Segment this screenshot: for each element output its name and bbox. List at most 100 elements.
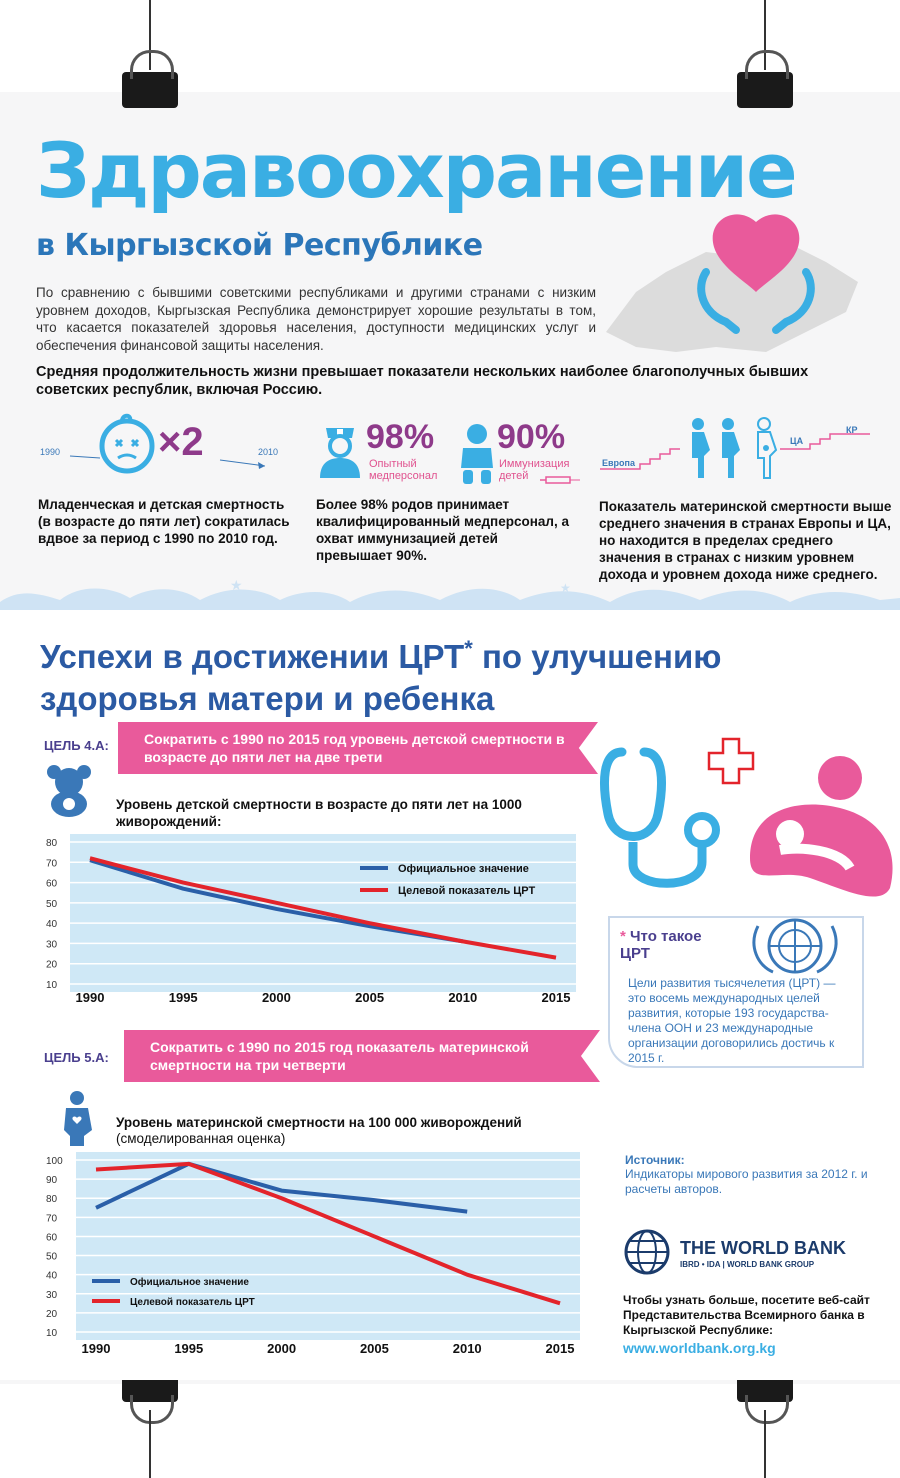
- y-tick-label: 80: [46, 1194, 58, 1205]
- visit-website-text: Чтобы узнать больше, посетите веб-сайт П…: [623, 1293, 870, 1337]
- series-line-target: [95, 1161, 561, 1306]
- section2-heading-part1: Успехи в достижении ЦРТ: [40, 638, 465, 675]
- immunization-label: Иммунизация детей: [499, 458, 570, 482]
- year-start-label: 1990: [40, 447, 61, 457]
- y-tick-label: 100: [46, 1156, 63, 1167]
- legend-label: Целевой показатель ЦРТ: [398, 885, 536, 897]
- mdg-question-text: Что такое ЦРТ: [620, 928, 702, 962]
- pregnant-women-icon: [692, 417, 778, 479]
- x-tick-label: 2015: [546, 1341, 575, 1356]
- maternal-caption: Показатель материнской смертности выше с…: [599, 499, 892, 582]
- svg-text:★: ★: [230, 580, 243, 594]
- x-tick-label: 2005: [355, 990, 384, 1005]
- y-tick-label: 40: [46, 919, 58, 930]
- x-tick-label: 2010: [453, 1341, 482, 1356]
- teddy-bear-icon: [47, 765, 91, 817]
- page-subtitle: в Кыргызской Республике: [36, 228, 483, 263]
- goal5-tag: ЦЕЛЬ 5.А:: [44, 1050, 109, 1065]
- legend-label: Целевой показатель ЦРТ: [130, 1297, 255, 1308]
- kr-label: КР: [846, 425, 858, 435]
- births-caption: Более 98% родов принимает квалифицирован…: [316, 497, 569, 563]
- page-title: Здравоохранение: [36, 126, 798, 215]
- x-tick-label: 1990: [82, 1341, 111, 1356]
- goal4-tag: ЦЕЛЬ 4.А:: [44, 738, 109, 753]
- pregnant-woman-icon: [64, 1091, 92, 1146]
- x-tick-label: 2000: [262, 990, 291, 1005]
- medical-cross-icon: [707, 737, 755, 785]
- y-tick-label: 50: [46, 1252, 58, 1263]
- x-tick-label: 2015: [542, 990, 571, 1005]
- europe-label: Европа: [602, 458, 635, 468]
- y-tick-label: 90: [46, 1175, 58, 1186]
- y-tick-label: 60: [46, 879, 58, 890]
- y-tick-label: 30: [46, 939, 58, 950]
- legend-label: Официальное значение: [130, 1276, 249, 1288]
- x-tick-label: 1995: [174, 1341, 203, 1356]
- stethoscope-icon: [600, 747, 720, 888]
- section2-heading: Успехи в достижении ЦРТ* по улучшению зд…: [40, 628, 880, 720]
- source-heading: Источник:: [625, 1153, 685, 1167]
- mdg-description: Цели развития тысячелетия (ЦРТ) — это во…: [628, 976, 836, 1065]
- series-line-official: [95, 1161, 468, 1214]
- chart-plot-area: [76, 1152, 580, 1340]
- x-tick-label: 1995: [169, 990, 198, 1005]
- mother-child-icon: [750, 756, 893, 897]
- hanging-string-left: [149, 0, 151, 70]
- hanging-string-bottom-left: [149, 1410, 151, 1478]
- syringe-icon: [540, 476, 580, 484]
- y-tick-label: 30: [46, 1290, 58, 1301]
- un-emblem-icon: [752, 918, 838, 974]
- staff-label: Опытный медперсонал: [369, 458, 438, 482]
- staff-percent: 98%: [366, 418, 435, 456]
- immunization-percent: 90%: [497, 418, 566, 456]
- hanging-string-right: [764, 0, 766, 70]
- child-multiplier: ×2: [158, 420, 204, 464]
- x-tick-label: 2005: [360, 1341, 389, 1356]
- chart1-title: Уровень детской смертности в возрасте до…: [116, 797, 522, 829]
- world-bank-subtitle: IBRD • IDA | WORLD BANK GROUP: [680, 1260, 815, 1269]
- world-bank-logo-icon: [624, 1229, 670, 1275]
- binder-clip-top-left: [122, 50, 178, 108]
- world-bank-name: THE WORLD BANK: [680, 1238, 846, 1258]
- y-tick-label: 80: [46, 838, 58, 849]
- x-tick-label: 1990: [76, 990, 105, 1005]
- nurse-icon: [320, 428, 360, 478]
- child-mortality-caption: Младенческая и детская смертность (в воз…: [38, 497, 290, 546]
- y-tick-label: 10: [46, 980, 58, 991]
- sad-baby-icon: [99, 413, 155, 474]
- ca-label: ЦА: [790, 436, 804, 446]
- heart-hands-icon: [606, 214, 858, 352]
- y-tick-label: 70: [46, 1213, 58, 1224]
- baby-icon: [461, 424, 493, 484]
- series-line-target: [89, 856, 557, 960]
- goal5-banner: Сократить с 1990 по 2015 год показатель …: [124, 1030, 600, 1082]
- mdg-question: * Что такое ЦРТ: [620, 928, 720, 962]
- mdg-asterisk: *: [620, 928, 626, 945]
- year-end-label: 2010: [258, 447, 279, 457]
- trend-arrow-icon: [69, 455, 266, 469]
- legend-label: Официальное значение: [398, 863, 529, 875]
- y-tick-label: 20: [46, 1309, 58, 1320]
- intro-paragraph: По сравнению с бывшими советскими респуб…: [36, 285, 596, 353]
- section2-heading-part2: по улучшению здоровья матери и ребенка: [40, 638, 722, 717]
- chart2-title: Уровень материнской смертности на 100 00…: [116, 1115, 522, 1130]
- goal4-banner: Сократить с 1990 по 2015 год уровень дет…: [118, 722, 598, 774]
- source-text: Индикаторы мирового развития за 2012 г. …: [625, 1167, 868, 1196]
- hanging-string-bottom-right: [764, 1410, 766, 1478]
- binder-clip-top-right: [737, 50, 793, 108]
- website-link[interactable]: www.worldbank.org.kg: [623, 1340, 776, 1356]
- x-tick-label: 2010: [448, 990, 477, 1005]
- y-tick-label: 20: [46, 960, 58, 971]
- chart2-subtitle: (смоделированная оценка): [116, 1131, 286, 1146]
- y-tick-label: 60: [46, 1232, 58, 1243]
- x-tick-label: 2000: [267, 1341, 296, 1356]
- y-tick-label: 40: [46, 1271, 58, 1282]
- stairs-chart-icon: [600, 433, 870, 470]
- heading-asterisk: *: [464, 636, 473, 661]
- y-tick-label: 70: [46, 858, 58, 869]
- y-tick-label: 50: [46, 899, 58, 910]
- life-expectancy-lead: Средняя продолжительность жизни превышае…: [36, 364, 809, 398]
- y-tick-label: 10: [46, 1328, 58, 1339]
